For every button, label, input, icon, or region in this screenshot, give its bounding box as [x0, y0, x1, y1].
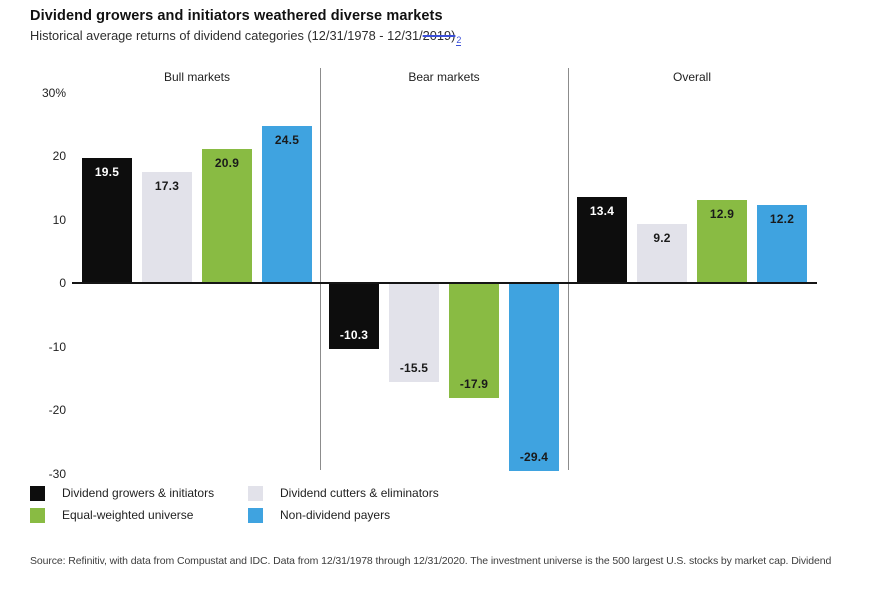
legend-item: Equal-weighted universe [30, 508, 193, 523]
source-note: Source: Refinitiv, with data from Compus… [30, 555, 832, 567]
legend-label: Dividend cutters & eliminators [280, 486, 439, 500]
section-label: Overall [672, 70, 711, 84]
bar: 20.9 [202, 149, 252, 282]
bar-value-label: 20.9 [214, 156, 240, 171]
annotation-footnote-marker: 2 [456, 35, 462, 46]
bar-value-label: -17.9 [459, 376, 489, 391]
legend-label: Equal-weighted universe [62, 508, 194, 522]
legend-swatch [30, 508, 45, 523]
bar: -15.5 [389, 284, 439, 383]
y-tick-label: -10 [48, 339, 66, 354]
bar-value-label: 13.4 [589, 203, 615, 218]
y-tick-label: -20 [48, 403, 66, 417]
bar: -17.9 [449, 284, 499, 398]
subtitle-struck-year: 2019) [422, 28, 456, 43]
legend-item: Non-dividend payers [248, 508, 390, 523]
bar-value-label: 12.2 [769, 211, 795, 226]
bar: -29.4 [509, 284, 559, 471]
legend-swatch [248, 508, 263, 523]
bar-value-label: 9.2 [653, 230, 671, 245]
bar: 12.9 [697, 200, 747, 282]
legend-item: Dividend growers & initiators [30, 486, 214, 501]
page-title: Dividend growers and initiators weathere… [30, 8, 443, 24]
bar-value-label: 17.3 [154, 179, 180, 194]
legend-swatch [30, 486, 45, 501]
bar-value-label: -15.5 [399, 361, 429, 376]
bar-value-label: -10.3 [339, 328, 369, 343]
section-label: Bull markets [163, 70, 231, 84]
bar-value-label: 12.9 [709, 207, 735, 222]
bar: 19.5 [82, 158, 132, 282]
legend-swatch [248, 486, 263, 501]
bar: 17.3 [142, 172, 192, 282]
section-divider [320, 68, 321, 470]
subtitle-text: Historical average returns of dividend c… [30, 28, 423, 43]
bar: -10.3 [329, 284, 379, 350]
y-tick-label: 10 [52, 212, 66, 227]
chart-subtitle: Historical average returns of dividend c… [30, 28, 750, 46]
zero-axis-line [72, 282, 817, 284]
bar-value-label: -29.4 [519, 449, 549, 464]
section-label: Bear markets [408, 70, 480, 84]
bar: 13.4 [577, 196, 627, 282]
legend-item: Dividend cutters & eliminators [248, 486, 439, 501]
bar-value-label: 24.5 [274, 133, 300, 148]
bar: 9.2 [637, 223, 687, 282]
section-divider [568, 68, 569, 470]
legend-label: Non-dividend payers [280, 508, 391, 522]
bar: 24.5 [262, 126, 312, 282]
y-tick-label: 30% [41, 85, 66, 100]
y-tick-label: 20 [52, 149, 66, 163]
legend-label: Dividend growers & initiators [62, 486, 215, 500]
bar: 12.2 [757, 204, 807, 282]
y-tick-label: 0 [59, 276, 66, 290]
bar-value-label: 19.5 [94, 165, 120, 180]
y-tick-label: -30 [48, 466, 66, 481]
